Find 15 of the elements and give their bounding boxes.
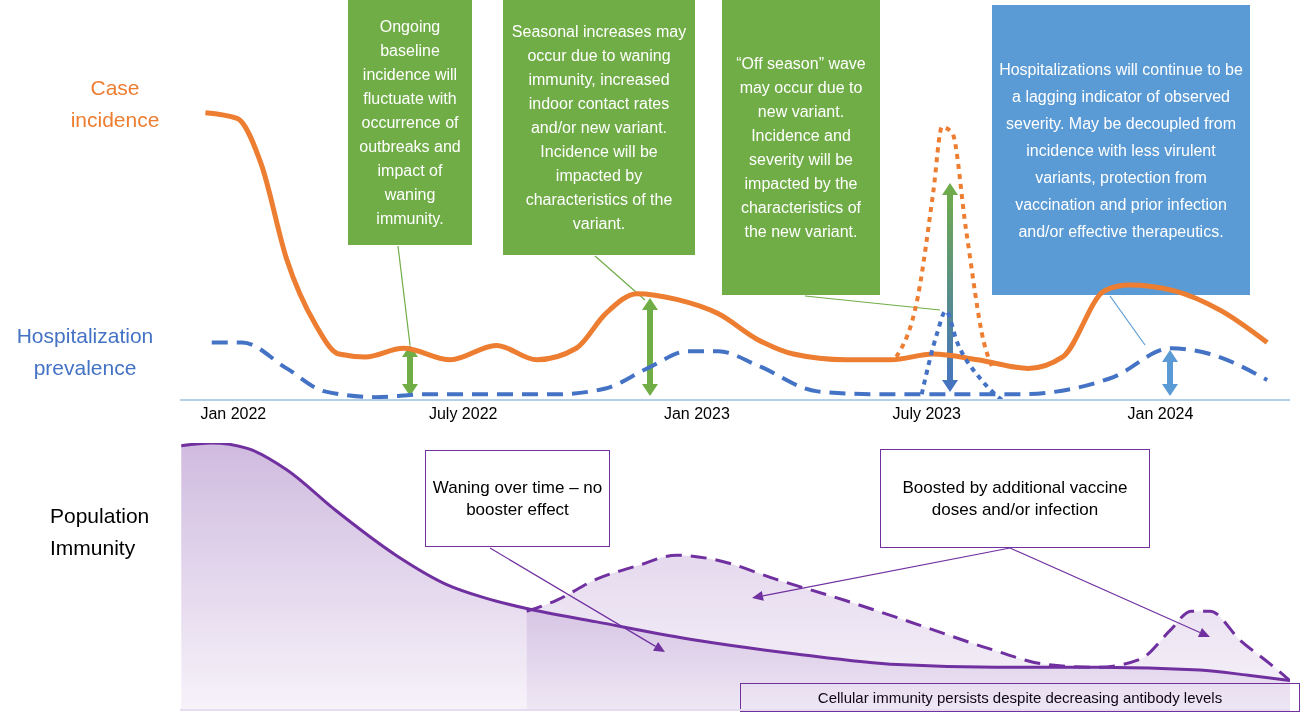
text-box: “Off season” wave may occur due to new variant. Incidence and severity will be impacted by the characteristics of the new variant. [722,0,880,295]
x-tick-label: July 2022 [428,405,498,423]
y-axis-title: Population Immunity [50,503,151,561]
text-box: Boosted by additional vaccine doses and/or infection [880,449,1150,548]
text: Case incidence [69,75,161,133]
text-box: Cellular immunity persists despite decreasing antibody levels [740,683,1300,712]
x-tick-label: Jan 2022 [200,405,267,423]
x-tick-label: July 2023 [892,405,962,423]
text-box: Seasonal increases may occur due to waning immunity, increased indoor contact rates and/or new variant. Incidence will be impacted by characteristics of the variant. [503,0,695,255]
text-box: Hospitalizations will continue to be a lagging indicator of observed severity. May be decoupled from incidence with less virulent variants, protection from vaccination and prior infection and/or effective therapeutics. [992,5,1250,295]
x-tick-label: Jan 2023 [663,405,730,423]
text-box: Waning over time – no booster effect [425,450,610,547]
text-box: Ongoing baseline incidence will fluctuate with occurrence of outbreaks and impact of waning immunity. [348,0,472,245]
text: Hospitalization prevalence [15,323,155,381]
x-tick-label: Jan 2024 [1127,405,1194,423]
